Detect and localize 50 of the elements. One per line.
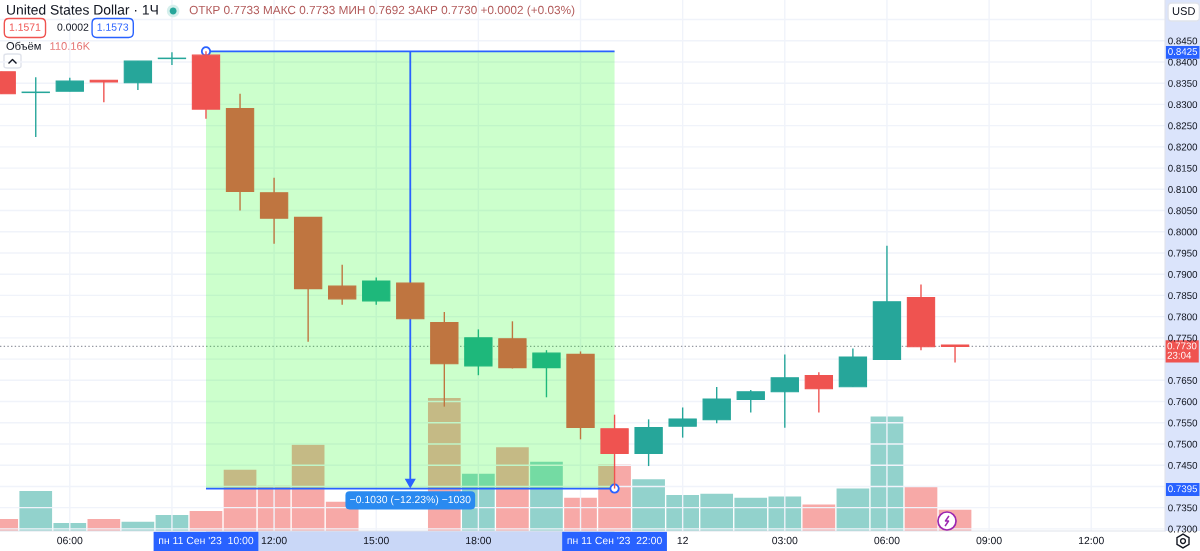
bar <box>836 488 870 531</box>
annotation: 1.1571 <box>9 23 41 31</box>
y-tick-label: 0.7600 <box>1168 398 1198 406</box>
x-tick-label: 12:00 <box>1078 536 1104 545</box>
chart-title: United States Dollar · 1Ч <box>7 4 158 15</box>
ref-line-label: 0.7730 23:04 <box>1167 342 1197 359</box>
bar <box>496 447 529 531</box>
annotation: 1.1573 <box>97 23 129 31</box>
y-tick-label: 0.7350 <box>1168 504 1198 512</box>
y-tick-label: 0.8400 <box>1168 58 1198 66</box>
y-tick-label: 0.7450 <box>1168 461 1198 469</box>
chart-title: Объём <box>6 41 41 50</box>
candlestick <box>940 344 970 364</box>
y-tick-label: 0.8100 <box>1168 186 1198 193</box>
annotation: 110.16K <box>50 42 90 50</box>
y-tick-label: 0.8050 <box>1168 207 1198 215</box>
y-tick-label: 0.7550 <box>1168 419 1198 427</box>
x-tick-label: 12:00 <box>261 536 287 545</box>
x-tick-label: пн 11 Сен '23 10:00 <box>159 536 254 545</box>
y-tick-label: 0.8450 <box>1168 37 1198 45</box>
x-tick-label: 09:00 <box>976 536 1002 545</box>
x-tick-label: 12 <box>677 536 688 545</box>
x-tick-label: 15:00 <box>363 536 389 545</box>
bar <box>530 461 563 531</box>
y-tick-label: 0.7800 <box>1168 313 1198 321</box>
x-tick-label: 06:00 <box>57 536 83 545</box>
x-tick-label: 06:00 <box>874 536 900 545</box>
y-tick-label: 0.8300 <box>1168 101 1198 109</box>
y-tick-label: 0.7950 <box>1168 249 1198 257</box>
y-axis-title: USD <box>1172 7 1195 15</box>
y-tick-label: 0.8425 <box>1168 48 1198 55</box>
y-tick-label: 0.7395 <box>1168 485 1198 493</box>
chart-subtitle: ОТКР 0.7733 МАКС 0.7733 МИН 0.7692 ЗАКР 0.7730 +0.0002 (+0.03%) <box>189 5 575 17</box>
y-tick-label: 0.7850 <box>1168 292 1198 300</box>
y-tick-label: 0.7650 <box>1168 377 1198 384</box>
y-tick-label: 0.8000 <box>1168 228 1198 236</box>
x-tick-label: 03:00 <box>772 536 798 545</box>
y-tick-label: 0.8250 <box>1168 122 1198 130</box>
y-tick-label: 0.7500 <box>1168 440 1198 448</box>
y-tick-label: 0.7900 <box>1168 270 1198 278</box>
y-tick-label: 0.8200 <box>1168 143 1198 151</box>
y-tick-label: 0.8350 <box>1168 79 1198 87</box>
y-tick-label: 0.7300 <box>1168 525 1198 533</box>
x-tick-label: пн 11 Сен '23 22:00 <box>567 536 662 545</box>
x-tick-label: 18:00 <box>466 536 491 545</box>
y-tick-label: 0.7750 <box>1168 334 1198 342</box>
annotation: −0.1030 (−12.23%) −1030 <box>350 495 471 506</box>
y-tick-label: 0.8150 <box>1168 164 1198 172</box>
annotation: 0.0002 <box>57 23 89 31</box>
candlestick <box>21 76 50 138</box>
